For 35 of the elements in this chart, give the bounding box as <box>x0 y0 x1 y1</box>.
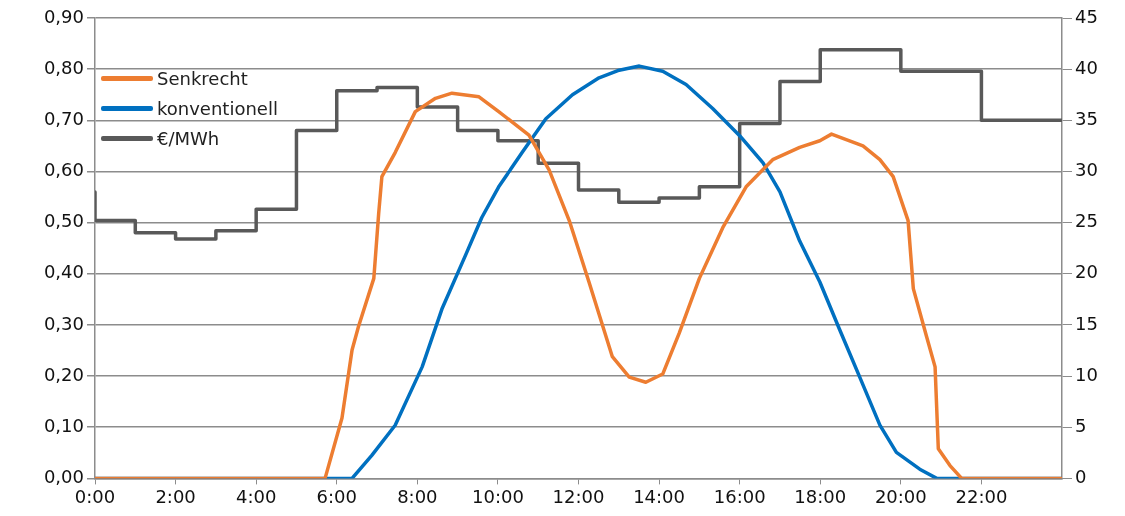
y-tick-label: 0,10 <box>43 414 84 436</box>
y2-tick-label: 25 <box>1075 210 1098 232</box>
x-tick-label: 6:00 <box>316 485 357 507</box>
legend-label: €/MWh <box>157 127 220 149</box>
y-tick-label: 0,90 <box>43 5 84 27</box>
y-tick-label: 0,50 <box>43 210 84 232</box>
y2-tick-label: 0 <box>1075 466 1087 488</box>
legend-label: konventionell <box>157 97 278 119</box>
x-tick-label: 14:00 <box>633 485 686 507</box>
x-tick-label: 16:00 <box>713 485 766 507</box>
x-tick-label: 22:00 <box>955 485 1008 507</box>
y2-tick-label: 30 <box>1075 159 1098 181</box>
x-tick-label: 18:00 <box>794 485 847 507</box>
x-tick-label: 4:00 <box>235 485 277 507</box>
y-tick-label: 0,70 <box>43 107 84 129</box>
x-tick-label: 8:00 <box>397 485 438 507</box>
x-tick-label: 2:00 <box>155 485 196 507</box>
y-tick-label: 0,60 <box>43 159 84 181</box>
y2-tick-label: 35 <box>1075 107 1098 129</box>
y-tick-label: 0,00 <box>43 466 84 488</box>
y2-tick-label: 10 <box>1075 363 1098 385</box>
y-tick-label: 0,40 <box>43 261 84 283</box>
y2-tick-label: 15 <box>1075 312 1098 334</box>
x-tick-label: 12:00 <box>552 485 605 507</box>
y2-tick-label: 45 <box>1075 5 1098 27</box>
y-tick-label: 0,80 <box>43 56 84 78</box>
x-tick-label: 10:00 <box>471 485 524 507</box>
x-tick-label: 0:00 <box>74 485 116 507</box>
y2-tick-label: 40 <box>1075 56 1098 78</box>
y2-tick-label: 5 <box>1075 414 1087 436</box>
legend-label: Senkrecht <box>157 67 248 89</box>
y2-tick-label: 20 <box>1075 261 1098 283</box>
x-tick-label: 20:00 <box>874 485 927 507</box>
y-tick-label: 0,30 <box>43 312 84 334</box>
y-tick-label: 0,20 <box>43 363 84 385</box>
